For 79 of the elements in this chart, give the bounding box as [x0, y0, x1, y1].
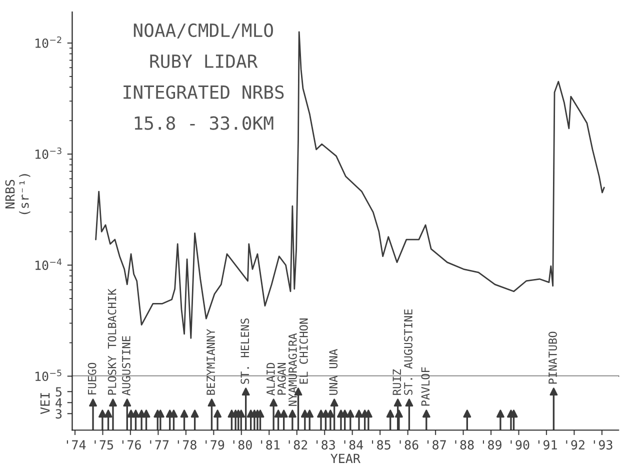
point [104, 410, 112, 418]
point [306, 410, 314, 418]
point [190, 410, 199, 418]
annotation: RUIZ [392, 369, 402, 395]
point [355, 410, 363, 418]
x-tick-label: '85 [372, 440, 390, 450]
point [463, 410, 472, 418]
point [422, 410, 430, 418]
annotation: NYAMURAGIRA [288, 333, 297, 406]
point [109, 398, 117, 407]
x-tick-label: '89 [482, 440, 502, 450]
annotation: NOAA/CMDL/MLO [134, 23, 273, 39]
annotation: 15.8 - 33.0KM [134, 116, 274, 130]
x-tick-label: '84 [344, 440, 364, 450]
y-axis-title: VEI [40, 393, 50, 414]
annotation: BEZYMIANNY [206, 328, 215, 395]
annotation: FUEGO [88, 362, 96, 394]
point [394, 398, 402, 407]
x-tick-label: '88 [455, 440, 474, 450]
point [340, 410, 349, 418]
annotation: ST. AUGUSTINE [404, 309, 412, 395]
point [270, 398, 278, 407]
point [208, 398, 216, 407]
y-tick-label: 4 [56, 398, 62, 408]
x-tick-label: '80 [233, 440, 252, 450]
y-tick-label: 10$^{−3}$ [36, 148, 62, 159]
annotation: PAVLOF [421, 367, 430, 406]
point [280, 410, 288, 418]
point [170, 410, 178, 418]
point [98, 410, 106, 418]
y-tick-label: 10$^{−5}$ [36, 370, 62, 382]
x-tick-label: '91 [538, 440, 557, 450]
point [405, 398, 414, 407]
point [386, 410, 394, 418]
annotation: ALAID [266, 362, 275, 396]
y-tick-label: 10$^{−4}$ [36, 258, 62, 270]
y-tick-label: 10$^{−2}$ [36, 36, 62, 48]
point [326, 410, 334, 418]
point [132, 410, 140, 418]
annotation: UNA UNA [329, 349, 338, 395]
x-tick-label: '79 [206, 440, 224, 450]
annotation: PINATUBO [548, 332, 557, 384]
point [330, 398, 338, 407]
point [394, 410, 403, 418]
point [550, 388, 558, 396]
annotation: INTEGRATED NRBS [124, 85, 284, 99]
point [288, 410, 296, 418]
point [496, 410, 504, 418]
x-tick-label: '92 [566, 440, 584, 450]
x-tick-label: '90 [510, 440, 530, 450]
point [89, 398, 97, 407]
annotation: AUGUSTINE [122, 336, 130, 396]
y-tick-label: 5 [56, 387, 62, 397]
point [214, 410, 222, 418]
point [180, 410, 188, 418]
x-tick-label: '78 [178, 440, 196, 450]
annotation: PAGAN [277, 362, 286, 395]
x-axis-title: YEAR [330, 454, 360, 463]
annotation: EL CHICHON [299, 318, 308, 384]
x-tick-label: '77 [150, 440, 169, 450]
x-tick-label: '83 [316, 440, 335, 450]
x-tick-label: '81 [261, 440, 280, 450]
point [274, 410, 282, 418]
x-tick-label: '87 [427, 440, 446, 450]
y-axis-title: NRBS (sr⁻¹) [5, 174, 30, 214]
point [123, 398, 132, 407]
point [142, 410, 150, 418]
annotation: PLOSKY TOLBACHIK [108, 288, 116, 395]
point [346, 410, 354, 418]
x-tick-label: '82 [288, 440, 308, 450]
x-tick-label: '75 [94, 440, 114, 450]
y-tick-label: 3 [56, 409, 62, 419]
x-tick-label: '86 [400, 440, 418, 450]
point [242, 388, 250, 396]
annotation: ST. HELENS [240, 318, 250, 384]
x-tick-label: '93 [594, 440, 612, 450]
x-tick-label: '74 [66, 440, 86, 450]
x-tick-label: '76 [122, 440, 141, 450]
annotation: RUBY LIDAR [150, 54, 258, 68]
